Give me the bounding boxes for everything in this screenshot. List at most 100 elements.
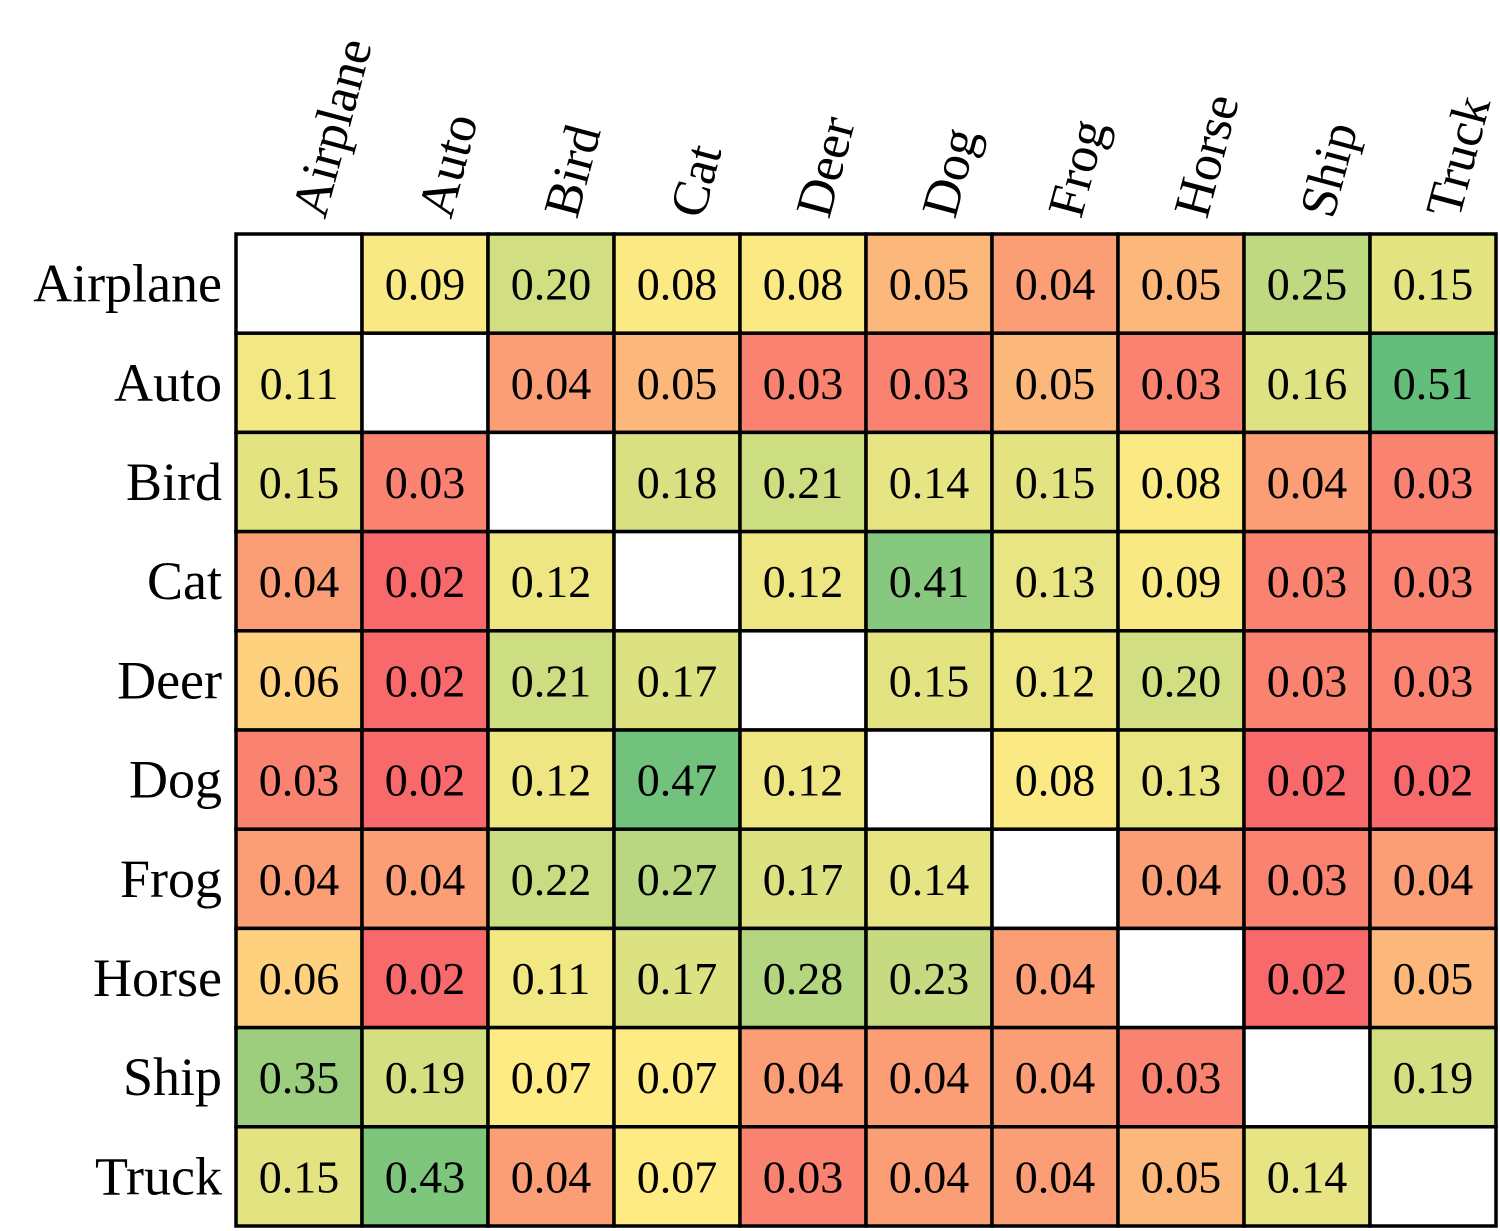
heatmap-cell-deer-truck bbox=[1368, 629, 1498, 732]
cell-value-label: 0.02 bbox=[1393, 755, 1474, 806]
cell-value-label: 0.02 bbox=[385, 755, 466, 806]
heatmap-cell-truck-frog bbox=[990, 1125, 1120, 1228]
heatmap-cell-cat-truck bbox=[1368, 529, 1498, 633]
y-tick-label-ship: Ship bbox=[123, 1047, 222, 1107]
heatmap-cell-truck-dog bbox=[864, 1125, 994, 1228]
cell-value-label: 0.15 bbox=[259, 457, 340, 508]
cell-value-label: 0.14 bbox=[889, 457, 970, 508]
cell-value-label: 0.03 bbox=[1141, 358, 1222, 409]
heatmap-cell-frog-deer bbox=[738, 827, 868, 931]
heatmap-cell-frog-airplane bbox=[234, 827, 364, 931]
heatmap-cell-cat-cat bbox=[612, 529, 742, 633]
heatmap-cell-frog-auto bbox=[360, 827, 490, 931]
y-tick-label-dog: Dog bbox=[129, 750, 222, 810]
cell-value-label: 0.02 bbox=[1267, 755, 1348, 806]
heatmap-cell-auto-dog bbox=[864, 331, 994, 435]
cell-value-label: 0.07 bbox=[511, 1052, 592, 1103]
cell-value-label: 0.21 bbox=[511, 655, 592, 706]
heatmap-cell-airplane-frog bbox=[990, 232, 1120, 335]
cell-value-label: 0.02 bbox=[385, 655, 466, 706]
x-tick-label-dog: Dog bbox=[912, 122, 990, 223]
cell-value-label: 0.17 bbox=[637, 953, 718, 1004]
cell-value-label: 0.13 bbox=[1141, 755, 1222, 806]
x-tick-label-cat: Cat bbox=[660, 138, 734, 223]
heatmap-cell-auto-airplane bbox=[234, 331, 364, 435]
heatmap-cell-dog-dog bbox=[864, 728, 994, 831]
cell-value-label: 0.12 bbox=[763, 556, 844, 607]
cell-value-label: 0.19 bbox=[1393, 1052, 1474, 1103]
heatmap-cell-ship-auto bbox=[360, 1025, 490, 1129]
heatmap-cell-ship-deer bbox=[738, 1025, 868, 1129]
cell-value-label: 0.12 bbox=[763, 755, 844, 806]
cell-value-label: 0.04 bbox=[1015, 1151, 1096, 1202]
cell-value-label: 0.11 bbox=[260, 358, 339, 409]
cell-value-label: 0.20 bbox=[1141, 655, 1222, 706]
cell-value-label: 0.15 bbox=[1015, 457, 1096, 508]
cell-value-label: 0.03 bbox=[259, 755, 340, 806]
heatmap-cell-bird-cat bbox=[612, 430, 742, 534]
cell-value-label: 0.06 bbox=[259, 655, 340, 706]
y-tick-labels: Airplane Auto Bird Cat Deer Dog Frog Horse Ship T… bbox=[33, 254, 222, 1207]
cell-value-label: 0.04 bbox=[1141, 854, 1222, 905]
cell-value-label: 0.04 bbox=[1015, 259, 1096, 310]
heatmap-cell-bird-truck bbox=[1368, 430, 1498, 534]
heatmap-cell-dog-bird bbox=[486, 728, 616, 831]
cell-value-label: 0.03 bbox=[1393, 457, 1474, 508]
cell-value-label: 0.15 bbox=[889, 655, 970, 706]
heatmap-cell-airplane-auto bbox=[360, 232, 490, 335]
heatmap-cell-truck-airplane bbox=[234, 1125, 364, 1228]
heatmap-cell-ship-ship bbox=[1242, 1025, 1372, 1129]
cell-value-label: 0.25 bbox=[1267, 259, 1348, 310]
heatmap-cell-truck-horse bbox=[1116, 1125, 1246, 1228]
cell-value-label: 0.15 bbox=[259, 1151, 340, 1202]
y-tick-label-frog: Frog bbox=[120, 849, 222, 909]
cell-value-label: 0.08 bbox=[763, 259, 844, 310]
heatmap-cell-horse-bird bbox=[486, 926, 616, 1030]
cell-value-label: 0.43 bbox=[385, 1151, 466, 1202]
y-tick-label-auto: Auto bbox=[114, 353, 222, 413]
heatmap-cell-horse-deer bbox=[738, 926, 868, 1030]
y-tick-label-deer: Deer bbox=[117, 650, 222, 710]
heatmap-cell-ship-truck bbox=[1368, 1025, 1498, 1129]
cell-value-label: 0.09 bbox=[1141, 556, 1222, 607]
cell-value-label: 0.14 bbox=[1267, 1151, 1348, 1202]
heatmap-cell-frog-frog bbox=[990, 827, 1120, 931]
cell-value-label: 0.04 bbox=[889, 1151, 970, 1202]
x-tick-label-truck: Truck bbox=[1416, 90, 1500, 223]
heatmap-cell-airplane-airplane bbox=[234, 232, 364, 335]
cell-value-label: 0.04 bbox=[889, 1052, 970, 1103]
cell-value-label: 0.18 bbox=[637, 457, 718, 508]
heatmap-cell-horse-horse bbox=[1116, 926, 1246, 1030]
cell-value-label: 0.03 bbox=[763, 1151, 844, 1202]
cell-value-label: 0.05 bbox=[1393, 953, 1474, 1004]
heatmap-cell-deer-frog bbox=[990, 629, 1120, 732]
y-tick-label-horse: Horse bbox=[93, 948, 222, 1008]
cell-value-label: 0.04 bbox=[511, 1151, 592, 1202]
cell-value-label: 0.13 bbox=[1015, 556, 1096, 607]
heatmap-cell-dog-cat bbox=[612, 728, 742, 831]
heatmap-cell-truck-cat bbox=[612, 1125, 742, 1228]
cell-value-label: 0.08 bbox=[637, 259, 718, 310]
cell-value-label: 0.04 bbox=[763, 1052, 844, 1103]
cell-value-label: 0.22 bbox=[511, 854, 592, 905]
cell-value-label: 0.17 bbox=[637, 655, 718, 706]
cell-value-label: 0.08 bbox=[1015, 755, 1096, 806]
heatmap-cell-horse-dog bbox=[864, 926, 994, 1030]
x-tick-label-ship: Ship bbox=[1290, 116, 1370, 223]
cell-value-label: 0.05 bbox=[637, 358, 718, 409]
cell-value-label: 0.20 bbox=[511, 259, 592, 310]
cell-value-label: 0.02 bbox=[385, 953, 466, 1004]
heatmap-cell-cat-deer bbox=[738, 529, 868, 633]
heatmap-cell-dog-airplane bbox=[234, 728, 364, 831]
cell-value-label: 0.04 bbox=[511, 358, 592, 409]
cell-value-label: 0.04 bbox=[259, 854, 340, 905]
cell-value-label: 0.02 bbox=[1267, 953, 1348, 1004]
cell-value-label: 0.51 bbox=[1393, 358, 1474, 409]
cell-value-label: 0.28 bbox=[763, 953, 844, 1004]
y-tick-label-airplane: Airplane bbox=[33, 254, 222, 314]
cell-value-label: 0.03 bbox=[889, 358, 970, 409]
heatmap-cell-deer-airplane bbox=[234, 629, 364, 732]
cell-value-label: 0.04 bbox=[1015, 1052, 1096, 1103]
heatmap-cell-horse-airplane bbox=[234, 926, 364, 1030]
cell-value-label: 0.03 bbox=[1267, 556, 1348, 607]
